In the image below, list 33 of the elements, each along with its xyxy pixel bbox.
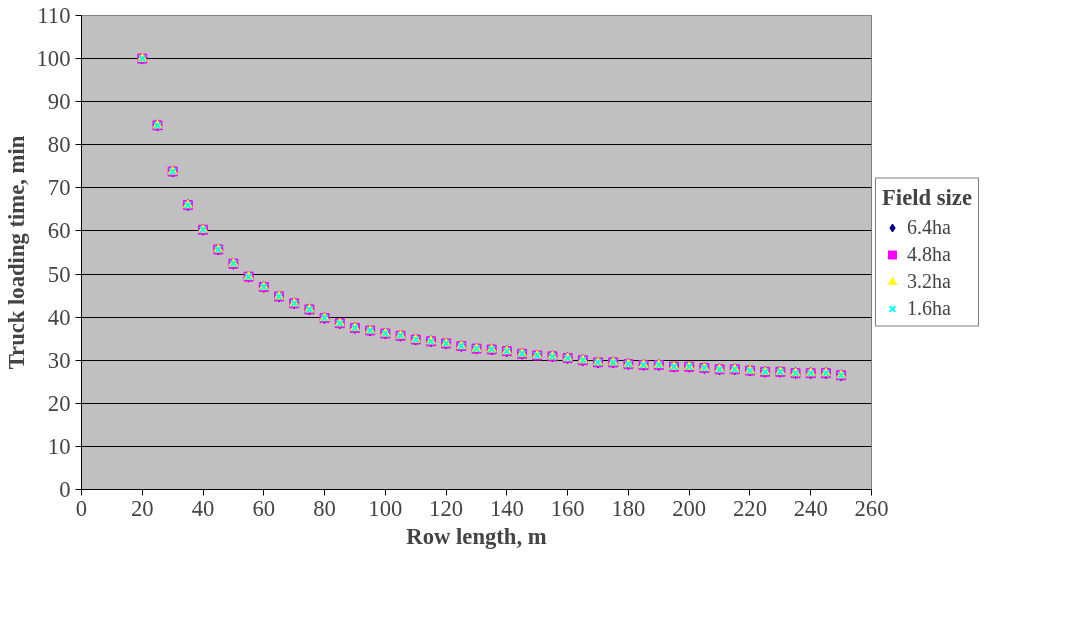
- legend-label: 1.6ha: [907, 296, 951, 320]
- x-tick-label: 80: [313, 495, 336, 521]
- y-tick-label: 100: [36, 46, 71, 72]
- x-tick-label: 240: [793, 495, 828, 521]
- y-tick-label: 10: [47, 433, 71, 459]
- legend-label: 3.2ha: [907, 269, 951, 293]
- y-tick-label: 50: [47, 261, 71, 287]
- legend-title: Field size: [882, 184, 972, 211]
- x-tick-label: 220: [732, 495, 767, 521]
- x-tick-label: 160: [550, 495, 585, 521]
- x-tick-label: 200: [672, 495, 707, 521]
- x-tick-label: 260: [854, 495, 889, 521]
- x-tick-label: 0: [75, 495, 88, 521]
- x-tick-label: 60: [252, 495, 276, 521]
- y-tick-label: 30: [47, 347, 71, 373]
- y-tick-label: 90: [47, 89, 71, 115]
- y-tick-label: 110: [37, 3, 71, 28]
- y-tick-label: 20: [47, 390, 71, 416]
- x-tick-label: 180: [611, 495, 646, 521]
- y-tick-label: 80: [47, 132, 71, 158]
- x-tick-label: 120: [429, 495, 464, 521]
- legend-label: 4.8ha: [907, 242, 951, 266]
- x-tick-label: 20: [130, 495, 154, 521]
- y-tick-label: 70: [47, 175, 71, 201]
- x-axis-title: Row length, m: [406, 523, 547, 549]
- y-tick-label: 0: [59, 477, 71, 502]
- legend-label: 6.4ha: [907, 215, 951, 239]
- x-tick-label: 100: [368, 495, 403, 521]
- x-tick-label: 40: [191, 495, 215, 521]
- x-tick-label: 140: [489, 495, 524, 521]
- y-axis-title: Truck loading time, min: [3, 135, 29, 370]
- y-tick-label: 40: [47, 304, 71, 330]
- y-tick-label: 60: [47, 218, 71, 244]
